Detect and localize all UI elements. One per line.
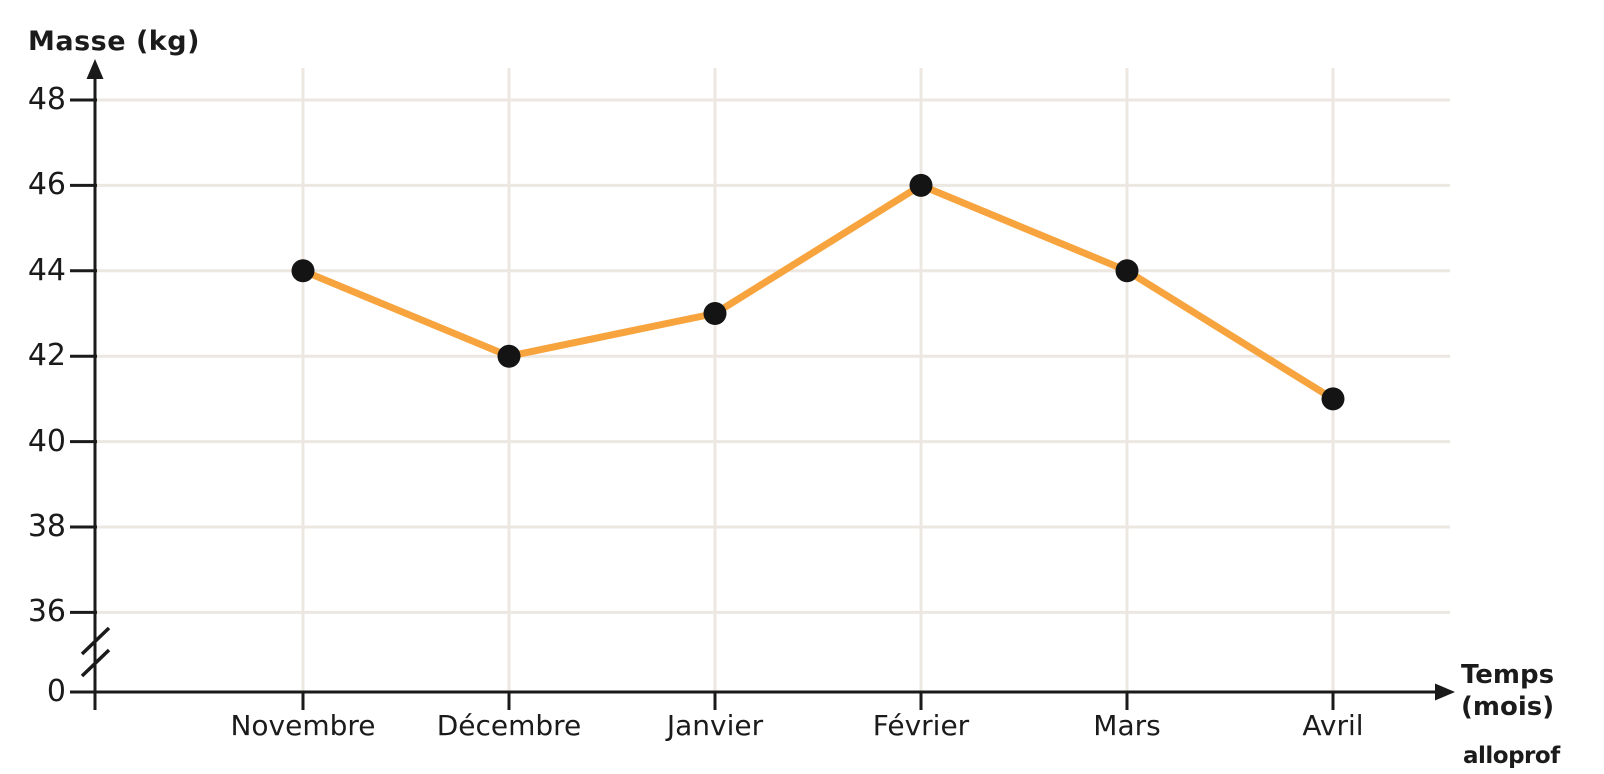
x-axis-title: Temps (mois) [1461, 659, 1554, 723]
y-tick-label: 46 [27, 167, 66, 203]
mass-data-line [299, 181, 1337, 403]
y-tick-label: 42 [27, 338, 66, 374]
x-axis-title-line1: Temps [1461, 660, 1555, 690]
data-point [1115, 259, 1139, 283]
y-tick-label: 44 [27, 252, 66, 288]
data-point [909, 173, 933, 197]
axis-break-slash [80, 648, 111, 678]
x-axis-title-line2: (mois) [1461, 692, 1555, 722]
data-point [1321, 387, 1345, 411]
axis-break-slash [80, 626, 111, 656]
y-tick-label: 48 [27, 82, 66, 117]
data-point [497, 344, 521, 368]
x-tick-label: Janvier [666, 709, 764, 742]
origin-label: 0 [46, 674, 66, 709]
y-axis-title: Masse (kg) [28, 26, 200, 57]
y-tick-label: 36 [27, 594, 66, 630]
data-point [291, 259, 315, 283]
y-tick-label: 40 [27, 423, 66, 459]
x-axis-arrow [1435, 683, 1455, 701]
x-tick-label: Février [872, 709, 970, 742]
x-tick-label: Décembre [436, 709, 582, 742]
x-tick-label: Mars [1093, 709, 1161, 742]
data-point [703, 302, 727, 325]
x-tick-label: Avril [1302, 709, 1364, 742]
y-tick-label: 38 [27, 509, 66, 544]
y-axis-arrow [86, 59, 104, 79]
x-tick-label: Novembre [230, 709, 376, 742]
alloprof-logo: alloprof [1463, 743, 1560, 769]
